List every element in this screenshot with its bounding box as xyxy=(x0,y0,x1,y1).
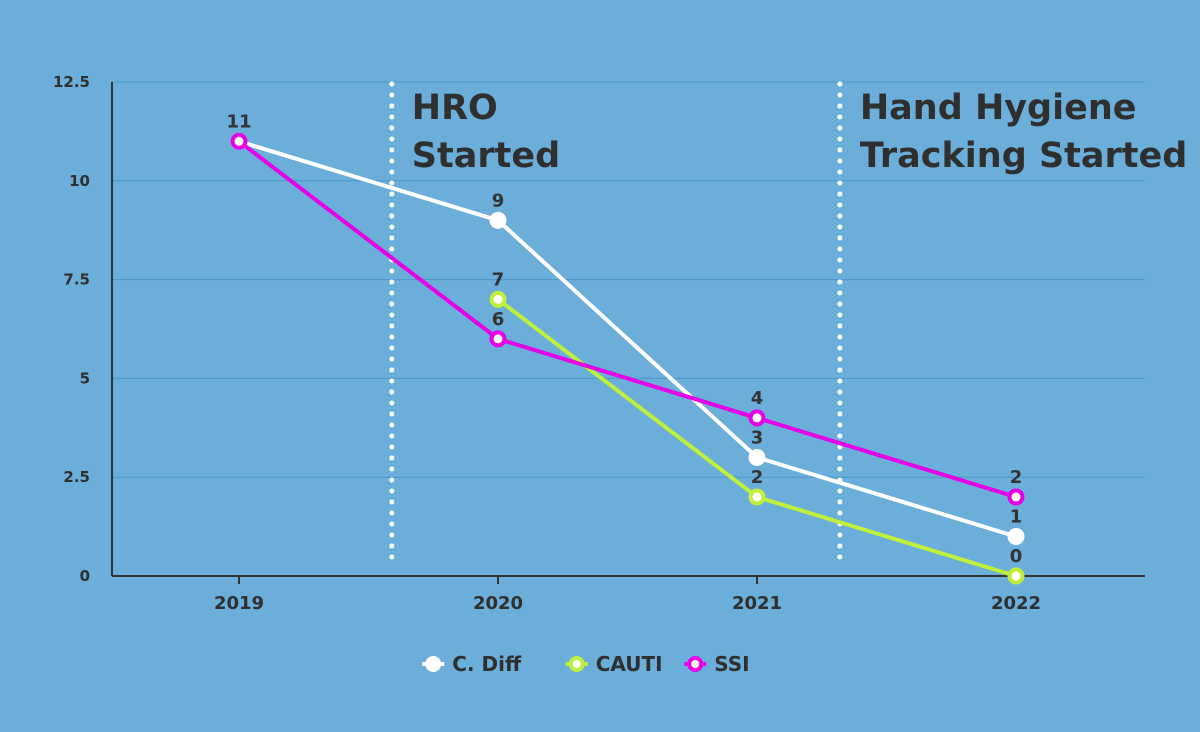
data-point xyxy=(230,132,248,150)
legend-marker xyxy=(425,656,442,672)
legend-marker xyxy=(568,656,585,672)
data-label: 1 xyxy=(1010,506,1023,527)
data-label: 4 xyxy=(751,388,764,409)
y-tick-label: 10 xyxy=(69,172,90,190)
legend-marker xyxy=(687,656,704,672)
y-tick-label: 5 xyxy=(80,369,90,387)
annotation-text: Hand Hygiene xyxy=(860,88,1137,128)
annotation-text: Started xyxy=(412,136,560,176)
y-tick-label: 0 xyxy=(80,567,90,585)
data-point xyxy=(748,488,766,506)
annotation-text: Tracking Started xyxy=(860,136,1187,176)
data-label: 6 xyxy=(492,309,505,330)
legend-label: CAUTI xyxy=(596,652,663,676)
legend-label: SSI xyxy=(714,652,749,676)
data-label: 9 xyxy=(492,190,505,211)
x-tick-label: 2021 xyxy=(732,593,782,614)
x-tick-label: 2019 xyxy=(214,593,264,614)
x-tick-label: 2020 xyxy=(473,593,523,614)
data-label: 7 xyxy=(492,269,505,290)
legend-item-c-diff: C. Diff xyxy=(422,652,522,676)
annotation-text: HRO xyxy=(412,88,498,128)
data-point xyxy=(748,409,766,427)
data-point xyxy=(1007,527,1025,545)
y-tick-label: 2.5 xyxy=(63,468,90,486)
series-line-ssi xyxy=(237,139,1017,499)
data-point xyxy=(489,211,507,229)
legend-label: C. Diff xyxy=(452,652,522,676)
data-point xyxy=(748,448,766,466)
data-point xyxy=(489,330,507,348)
legend-item-cauti: CAUTI xyxy=(565,652,663,676)
y-tick-label: 7.5 xyxy=(63,271,90,289)
data-point xyxy=(1007,567,1025,585)
data-point xyxy=(489,290,507,308)
data-label: 2 xyxy=(751,467,764,488)
legend-item-ssi: SSI xyxy=(684,652,750,676)
data-label: 2 xyxy=(1010,467,1023,488)
data-label: 0 xyxy=(1010,546,1023,567)
data-label: 11 xyxy=(226,111,251,132)
data-point xyxy=(1007,488,1025,506)
y-tick-label: 12.5 xyxy=(53,73,90,91)
x-tick-label: 2022 xyxy=(991,593,1041,614)
series-line-c-diff xyxy=(238,139,1017,539)
data-label: 3 xyxy=(751,427,764,448)
